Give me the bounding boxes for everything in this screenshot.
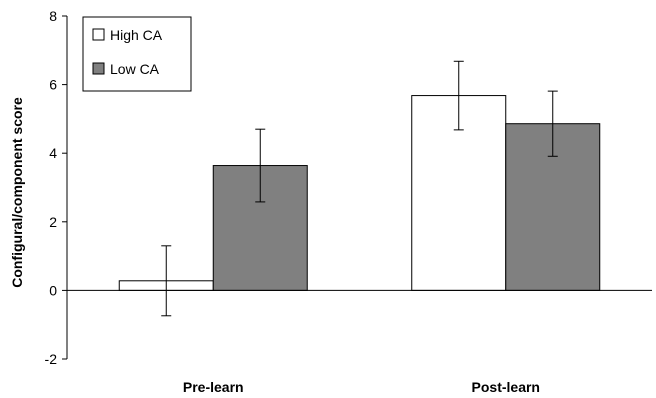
y-tick-label: 2 (49, 214, 57, 230)
y-tick-label: 8 (49, 8, 57, 24)
y-tick-label: 0 (49, 282, 57, 298)
y-tick-label: -2 (45, 351, 58, 367)
error-bars-group (161, 60, 558, 317)
legend-swatch (92, 62, 105, 75)
legend: High CA Low CA (82, 16, 192, 92)
category-label: Post-learn (472, 379, 540, 395)
bars-group (118, 95, 601, 291)
category-label: Pre-learn (183, 379, 244, 395)
y-tick-label: 4 (49, 145, 57, 161)
category-labels-group: Pre-learn Post-learn (183, 379, 540, 395)
legend-swatch (92, 28, 105, 41)
axes-group (66, 16, 652, 359)
legend-label: Low CA (110, 61, 160, 77)
y-ticks-group: -2 0 2 4 6 8 (45, 8, 67, 367)
y-axis-title: Configural/component score (9, 97, 25, 288)
legend-label: High CA (110, 27, 163, 43)
y-tick-label: 6 (49, 77, 57, 93)
bar-low-ca-pre-learn (212, 165, 308, 291)
